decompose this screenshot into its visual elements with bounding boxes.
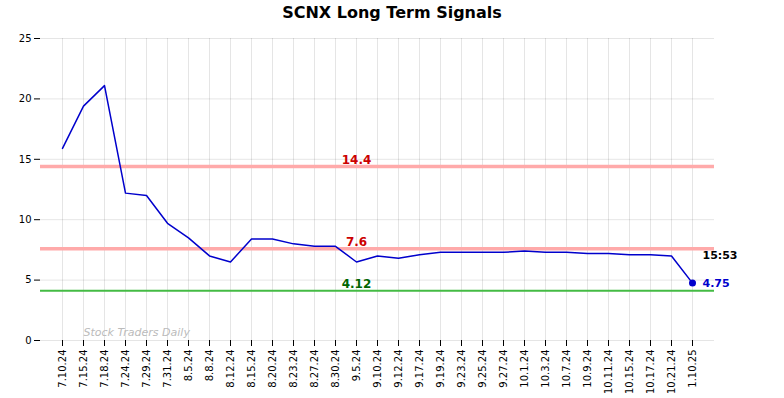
svg-text:14.4: 14.4 — [342, 153, 372, 167]
svg-text:5: 5 — [25, 274, 31, 285]
svg-text:10.21.24: 10.21.24 — [666, 350, 677, 395]
svg-text:10: 10 — [19, 214, 32, 225]
svg-text:10.17.24: 10.17.24 — [645, 350, 656, 395]
svg-text:8.12.24: 8.12.24 — [225, 350, 236, 388]
svg-text:7.10.24: 7.10.24 — [57, 350, 68, 388]
svg-text:10.15.24: 10.15.24 — [624, 350, 635, 395]
svg-text:7.6: 7.6 — [346, 235, 367, 249]
svg-text:7.31.24: 7.31.24 — [162, 350, 173, 388]
svg-text:8.15.24: 8.15.24 — [246, 350, 257, 388]
svg-text:7.15.24: 7.15.24 — [78, 350, 89, 388]
svg-text:10.1.24: 10.1.24 — [519, 350, 530, 388]
svg-text:9.5.24: 9.5.24 — [351, 350, 362, 382]
svg-text:8.30.24: 8.30.24 — [330, 350, 341, 388]
svg-text:9.10.24: 9.10.24 — [372, 350, 383, 388]
svg-text:10.7.24: 10.7.24 — [561, 350, 572, 388]
svg-text:8.27.24: 8.27.24 — [309, 350, 320, 388]
svg-text:8.8.24: 8.8.24 — [204, 350, 215, 382]
svg-text:7.24.24: 7.24.24 — [120, 350, 131, 388]
svg-text:10.11.24: 10.11.24 — [603, 350, 614, 395]
svg-text:15:53: 15:53 — [703, 249, 738, 262]
svg-text:8.23.24: 8.23.24 — [288, 350, 299, 388]
svg-text:25: 25 — [19, 33, 32, 44]
svg-text:0: 0 — [25, 335, 31, 346]
svg-text:9.17.24: 9.17.24 — [414, 350, 425, 388]
svg-text:4.75: 4.75 — [703, 277, 730, 290]
svg-text:Stock Traders Daily: Stock Traders Daily — [84, 326, 191, 339]
svg-text:10.3.24: 10.3.24 — [540, 350, 551, 388]
svg-text:4.12: 4.12 — [342, 277, 372, 291]
svg-text:20: 20 — [19, 93, 32, 104]
svg-text:8.5.24: 8.5.24 — [183, 350, 194, 382]
svg-text:1.10.25: 1.10.25 — [687, 350, 698, 388]
svg-text:7.29.24: 7.29.24 — [141, 350, 152, 388]
svg-text:9.19.24: 9.19.24 — [435, 350, 446, 388]
html-text:SCNX Long Term Signals: SCNX Long Term Signals — [282, 3, 502, 22]
svg-text:9.27.24: 9.27.24 — [498, 350, 509, 388]
svg-text:9.12.24: 9.12.24 — [393, 350, 404, 388]
svg-text:7.18.24: 7.18.24 — [99, 350, 110, 388]
svg-text:8.20.24: 8.20.24 — [267, 350, 278, 388]
svg-text:9.23.24: 9.23.24 — [456, 350, 467, 388]
svg-text:10.9.24: 10.9.24 — [582, 350, 593, 388]
svg-text:15: 15 — [19, 154, 32, 165]
svg-text:9.25.24: 9.25.24 — [477, 350, 488, 388]
